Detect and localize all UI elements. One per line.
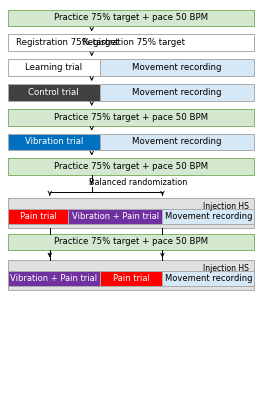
Bar — [8, 209, 68, 224]
Text: Practice 75% target + pace 50 BPM: Practice 75% target + pace 50 BPM — [54, 238, 208, 246]
Bar — [68, 209, 162, 224]
Bar — [8, 109, 254, 126]
Text: Movement recording: Movement recording — [132, 88, 222, 97]
Bar — [100, 84, 254, 101]
Bar — [8, 134, 100, 150]
Bar — [100, 59, 254, 76]
Bar — [8, 59, 100, 76]
Bar — [8, 198, 254, 228]
Text: Movement recording: Movement recording — [132, 63, 222, 72]
Text: Vibration + Pain trial: Vibration + Pain trial — [72, 212, 159, 221]
Text: Movement recording: Movement recording — [165, 212, 252, 221]
Bar — [162, 271, 254, 286]
Bar — [8, 158, 254, 175]
Bar — [8, 34, 254, 51]
Text: Control trial: Control trial — [28, 88, 79, 97]
Bar — [8, 260, 254, 290]
Text: Movement recording: Movement recording — [165, 274, 252, 283]
Text: Practice 75% target + pace 50 BPM: Practice 75% target + pace 50 BPM — [54, 113, 208, 122]
Text: Registration 75% target: Registration 75% target — [82, 38, 185, 47]
Bar — [8, 10, 254, 26]
Bar — [8, 271, 100, 286]
Text: Practice 75% target + pace 50 BPM: Practice 75% target + pace 50 BPM — [54, 162, 208, 171]
Text: Movement recording: Movement recording — [132, 138, 222, 146]
Text: Learning trial: Learning trial — [25, 63, 82, 72]
Text: Injection HS: Injection HS — [203, 264, 249, 273]
Text: Balanced randomization: Balanced randomization — [89, 178, 187, 187]
Text: Registration 75% target: Registration 75% target — [16, 38, 119, 47]
Text: Vibration + Pain trial: Vibration + Pain trial — [10, 274, 97, 283]
Text: Pain trial: Pain trial — [113, 274, 149, 283]
Bar — [162, 209, 254, 224]
Bar — [100, 134, 254, 150]
Text: Vibration trial: Vibration trial — [25, 138, 83, 146]
Bar — [8, 84, 100, 101]
Bar — [8, 234, 254, 250]
Text: Pain trial: Pain trial — [20, 212, 56, 221]
Bar — [100, 271, 162, 286]
Text: Practice 75% target + pace 50 BPM: Practice 75% target + pace 50 BPM — [54, 14, 208, 22]
Text: Injection HS: Injection HS — [203, 202, 249, 210]
